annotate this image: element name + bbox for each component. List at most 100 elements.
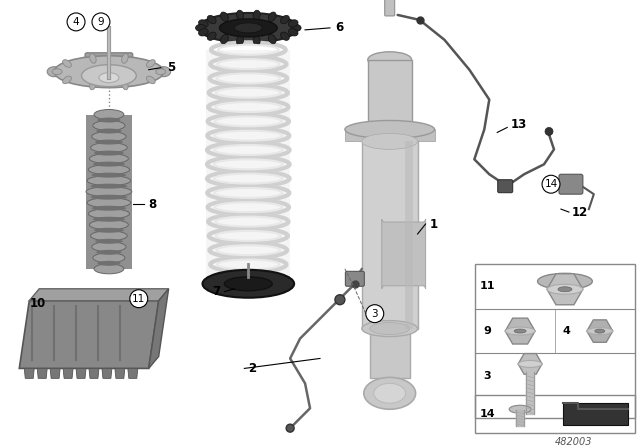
Ellipse shape bbox=[364, 377, 415, 409]
Ellipse shape bbox=[90, 184, 127, 189]
Ellipse shape bbox=[90, 220, 129, 230]
Ellipse shape bbox=[147, 60, 155, 67]
FancyBboxPatch shape bbox=[346, 271, 364, 286]
Polygon shape bbox=[370, 328, 410, 379]
Ellipse shape bbox=[518, 361, 542, 367]
Ellipse shape bbox=[122, 80, 128, 90]
Ellipse shape bbox=[221, 34, 228, 44]
Ellipse shape bbox=[93, 217, 125, 222]
Text: 12: 12 bbox=[572, 206, 588, 219]
Polygon shape bbox=[63, 368, 73, 379]
Ellipse shape bbox=[558, 287, 572, 292]
Ellipse shape bbox=[505, 327, 535, 335]
Ellipse shape bbox=[514, 329, 526, 333]
FancyBboxPatch shape bbox=[498, 180, 513, 193]
FancyBboxPatch shape bbox=[345, 129, 435, 142]
Ellipse shape bbox=[198, 29, 208, 36]
FancyBboxPatch shape bbox=[559, 174, 583, 194]
Circle shape bbox=[67, 13, 85, 31]
Ellipse shape bbox=[93, 121, 125, 130]
Text: 4: 4 bbox=[563, 326, 571, 336]
Ellipse shape bbox=[225, 277, 272, 291]
Ellipse shape bbox=[595, 329, 605, 333]
Polygon shape bbox=[148, 289, 169, 368]
Ellipse shape bbox=[54, 56, 164, 88]
Ellipse shape bbox=[90, 142, 127, 153]
Ellipse shape bbox=[234, 23, 262, 33]
Ellipse shape bbox=[157, 67, 171, 77]
Polygon shape bbox=[128, 368, 138, 379]
Text: 10: 10 bbox=[29, 297, 45, 310]
Ellipse shape bbox=[268, 34, 276, 44]
Ellipse shape bbox=[94, 151, 124, 155]
Polygon shape bbox=[19, 301, 159, 368]
Ellipse shape bbox=[207, 15, 216, 24]
Text: 4: 4 bbox=[73, 17, 79, 27]
Ellipse shape bbox=[86, 187, 132, 197]
Circle shape bbox=[542, 175, 560, 193]
Polygon shape bbox=[115, 368, 125, 379]
Ellipse shape bbox=[63, 60, 72, 67]
Text: 7: 7 bbox=[212, 285, 220, 298]
Ellipse shape bbox=[196, 24, 205, 31]
Ellipse shape bbox=[92, 242, 126, 252]
Polygon shape bbox=[362, 142, 417, 328]
Circle shape bbox=[335, 295, 345, 305]
Text: 9: 9 bbox=[98, 17, 104, 27]
Ellipse shape bbox=[253, 10, 260, 20]
FancyBboxPatch shape bbox=[207, 50, 290, 279]
Ellipse shape bbox=[198, 20, 208, 27]
Ellipse shape bbox=[374, 383, 406, 403]
Ellipse shape bbox=[52, 69, 62, 75]
Ellipse shape bbox=[88, 209, 129, 219]
Polygon shape bbox=[24, 368, 34, 379]
Polygon shape bbox=[29, 289, 169, 301]
Circle shape bbox=[286, 424, 294, 432]
Ellipse shape bbox=[90, 80, 96, 90]
Ellipse shape bbox=[221, 12, 228, 22]
Ellipse shape bbox=[47, 67, 61, 77]
Polygon shape bbox=[368, 60, 412, 129]
Text: 482003: 482003 bbox=[555, 437, 593, 447]
Text: 13: 13 bbox=[511, 118, 527, 131]
Ellipse shape bbox=[90, 154, 129, 164]
Ellipse shape bbox=[81, 65, 136, 86]
Ellipse shape bbox=[87, 198, 131, 208]
Ellipse shape bbox=[587, 327, 612, 335]
Bar bbox=[563, 403, 628, 425]
Text: 1: 1 bbox=[429, 218, 438, 231]
Ellipse shape bbox=[97, 261, 120, 266]
Text: 11: 11 bbox=[132, 294, 145, 304]
FancyBboxPatch shape bbox=[85, 53, 133, 72]
Ellipse shape bbox=[94, 228, 124, 233]
Circle shape bbox=[545, 127, 553, 135]
Polygon shape bbox=[102, 368, 112, 379]
Text: 3: 3 bbox=[483, 371, 491, 381]
Polygon shape bbox=[50, 368, 60, 379]
Ellipse shape bbox=[289, 20, 298, 27]
Ellipse shape bbox=[93, 162, 125, 167]
Ellipse shape bbox=[207, 32, 216, 40]
Ellipse shape bbox=[202, 270, 294, 298]
Ellipse shape bbox=[362, 321, 417, 336]
Text: 6: 6 bbox=[335, 22, 343, 34]
Text: 9: 9 bbox=[483, 326, 492, 336]
Ellipse shape bbox=[90, 231, 127, 241]
Ellipse shape bbox=[370, 323, 410, 335]
Ellipse shape bbox=[96, 129, 122, 134]
Ellipse shape bbox=[289, 29, 298, 36]
Bar bbox=[476, 264, 635, 418]
Ellipse shape bbox=[547, 284, 583, 294]
Ellipse shape bbox=[268, 12, 276, 22]
Ellipse shape bbox=[95, 239, 123, 244]
Ellipse shape bbox=[99, 73, 119, 82]
Ellipse shape bbox=[509, 405, 531, 413]
Ellipse shape bbox=[95, 140, 123, 145]
Circle shape bbox=[92, 13, 110, 31]
Text: 5: 5 bbox=[166, 61, 175, 74]
Ellipse shape bbox=[92, 132, 126, 142]
Polygon shape bbox=[89, 368, 99, 379]
Text: 14: 14 bbox=[479, 409, 495, 419]
FancyBboxPatch shape bbox=[385, 0, 395, 16]
Text: 14: 14 bbox=[545, 179, 557, 189]
